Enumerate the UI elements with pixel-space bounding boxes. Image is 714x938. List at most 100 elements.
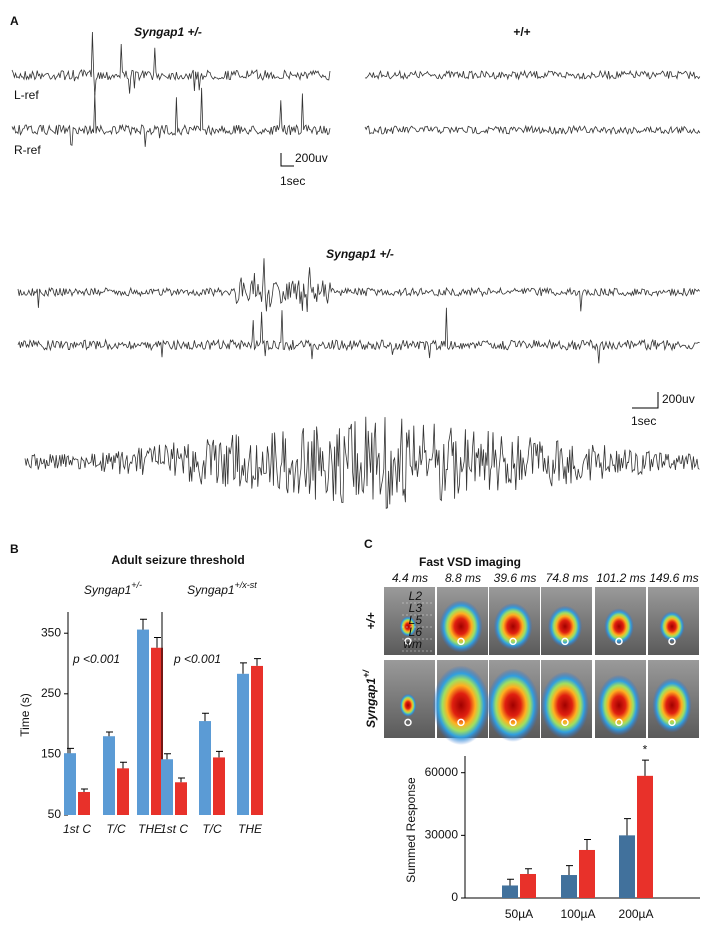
- error-bar: [140, 618, 147, 630]
- time-label: 8.8 ms: [445, 571, 481, 585]
- electrode: [404, 718, 412, 727]
- eeg-trace: [364, 69, 701, 81]
- label-text: +/+: [364, 612, 378, 629]
- x-tick-label: 50µA: [505, 907, 533, 921]
- panel-letter: A: [10, 14, 19, 28]
- error-bar: [81, 788, 88, 792]
- x-tick-label: 100µA: [561, 907, 596, 921]
- electrode: [457, 637, 465, 646]
- annotation: p <0.001: [72, 652, 120, 666]
- label-text: Syngap1: [364, 678, 378, 728]
- electrode: [509, 637, 517, 646]
- activation: [399, 693, 417, 717]
- chart-title: Adult seizure threshold: [111, 553, 244, 567]
- time-label: 39.6 ms: [494, 571, 537, 585]
- scale-label: 200uv: [295, 151, 328, 165]
- error-bar: [154, 636, 161, 648]
- x-tick-label: THE: [238, 822, 263, 836]
- error-bar: [164, 753, 171, 760]
- content: A B C Syngap1 +/- +/+ L-ref R-ref 200uv 1sec Syng…: [10, 14, 701, 921]
- error-bar: [202, 712, 209, 722]
- bar: [561, 875, 577, 898]
- scale-label: 200uv: [662, 392, 695, 406]
- layer-label: L3: [409, 601, 423, 615]
- error-bar: [216, 750, 223, 758]
- channel-label: L-ref: [14, 88, 39, 102]
- bar: [151, 647, 163, 815]
- eeg-title: +/+: [513, 25, 530, 39]
- x-tick-label: THE: [138, 822, 163, 836]
- scale-bar: [280, 153, 294, 167]
- bar: [137, 629, 149, 815]
- electrode: [509, 718, 517, 727]
- error-bar: [254, 658, 261, 666]
- y-tick-label: 0: [451, 890, 458, 904]
- bar: [199, 721, 211, 815]
- layer-label: wm: [403, 637, 422, 651]
- bar: [619, 835, 635, 898]
- electrode: [561, 637, 569, 646]
- activation: [486, 668, 540, 742]
- panel-letter: B: [10, 542, 19, 556]
- time-label: 4.4 ms: [392, 571, 428, 585]
- eeg-trace: [11, 31, 331, 96]
- y-tick-label: 150: [41, 747, 61, 761]
- time-label: 149.6 ms: [649, 571, 698, 585]
- activation: [659, 611, 685, 642]
- y-tick-label: 50: [48, 807, 62, 821]
- layer-label: L5: [409, 613, 423, 627]
- error-bar: [178, 777, 185, 783]
- scale-bar: [632, 392, 659, 409]
- layer-label: L6: [409, 625, 423, 639]
- scale-label: 1sec: [280, 174, 305, 188]
- error-bar: [120, 761, 127, 769]
- electrode: [404, 637, 412, 646]
- activation: [439, 600, 483, 653]
- electrode: [615, 637, 623, 646]
- chart-subtitle: Syngap1+/-: [84, 580, 142, 597]
- activation: [399, 616, 417, 637]
- eeg-trace: [11, 87, 331, 147]
- y-tick-label: 350: [41, 625, 61, 639]
- eeg-title: Syngap1 +/-: [134, 25, 202, 39]
- time-label: 74.8 ms: [546, 571, 589, 585]
- activation: [540, 671, 590, 739]
- bar: [213, 757, 225, 815]
- bar: [237, 673, 249, 815]
- activation: [597, 674, 641, 736]
- activation: [432, 665, 490, 746]
- label-sup: +/-: [131, 580, 142, 590]
- x-tick-label: 200µA: [619, 907, 654, 921]
- x-tick-label: T/C: [106, 822, 126, 836]
- chart-subtitle: Syngap1+/x-st: [187, 580, 257, 597]
- bar: [103, 736, 115, 815]
- bar: [579, 849, 595, 898]
- label-text: Syngap1: [187, 583, 234, 597]
- error-bar: [624, 818, 631, 836]
- activation: [604, 608, 634, 645]
- chart-title: Fast VSD imaging: [419, 555, 521, 569]
- bar: [161, 759, 173, 815]
- error-bar: [642, 759, 649, 776]
- error-bar: [106, 731, 113, 737]
- annotation: p <0.001: [173, 652, 221, 666]
- bar: [502, 885, 518, 898]
- error-bar: [525, 868, 532, 874]
- bar: [251, 665, 263, 815]
- electrode: [668, 637, 676, 646]
- row-label: Syngap1+/: [361, 669, 378, 728]
- scale-label: 1sec: [631, 414, 656, 428]
- bar: [175, 782, 187, 815]
- panel-letter: C: [364, 537, 373, 551]
- y-tick-label: 30000: [425, 828, 459, 842]
- y-tick-label: 250: [41, 686, 61, 700]
- activation: [652, 677, 692, 733]
- annotation: *: [643, 742, 648, 756]
- electrode: [615, 718, 623, 727]
- electrode: [457, 718, 465, 727]
- y-axis-label: Summed Response: [404, 777, 418, 883]
- label-text: Syngap1: [84, 583, 131, 597]
- electrode: [668, 718, 676, 727]
- bar: [64, 753, 76, 815]
